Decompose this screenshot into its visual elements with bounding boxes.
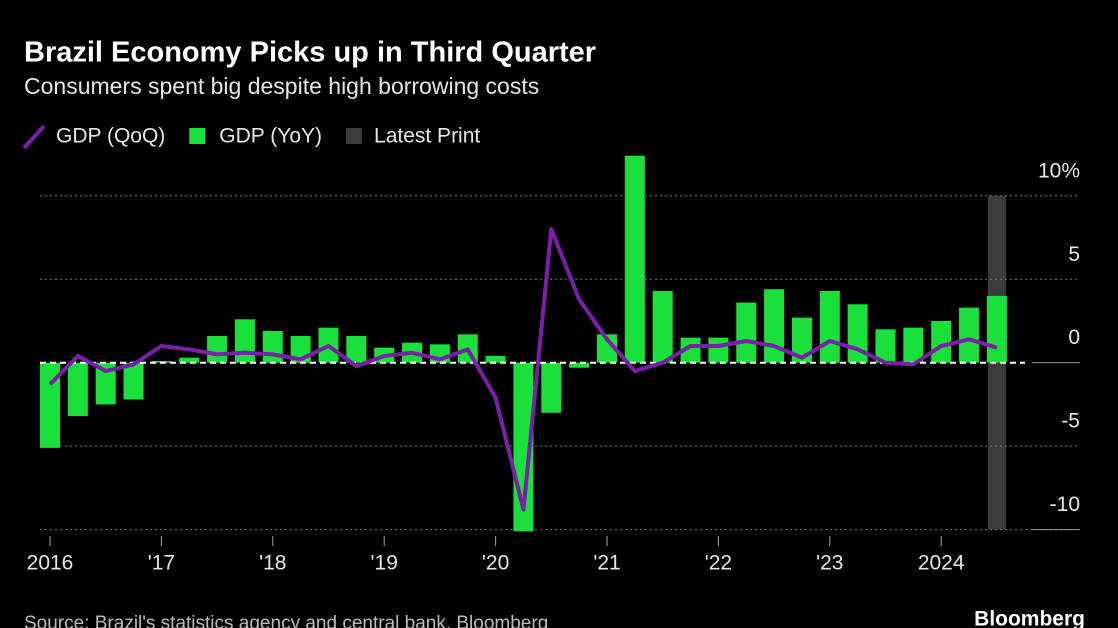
x-tick-label: 2016 <box>27 552 74 575</box>
chart-subtitle: Consumers spent big despite high borrowi… <box>24 73 539 99</box>
legend-swatch <box>346 128 363 144</box>
x-tick-label: '20 <box>482 552 509 575</box>
bar <box>624 155 645 363</box>
legend-label: GDP (YoY) <box>219 125 322 148</box>
y-tick-label: 0 <box>1068 326 1080 349</box>
x-tick-label: '22 <box>705 552 732 575</box>
bar <box>652 290 673 363</box>
bar <box>875 329 896 363</box>
bar <box>67 362 88 417</box>
bar <box>736 302 757 363</box>
y-tick-label: -5 <box>1061 410 1080 433</box>
bar <box>597 334 617 363</box>
bar <box>207 335 228 363</box>
bar <box>541 362 562 413</box>
bar <box>903 327 924 363</box>
x-tick-label: 2024 <box>918 552 965 575</box>
bar <box>764 289 785 363</box>
line <box>48 227 998 512</box>
bar <box>179 357 200 363</box>
bar <box>40 362 60 448</box>
bar <box>986 295 1007 363</box>
bar <box>819 290 840 363</box>
y-tick-label: 5 <box>1068 243 1080 266</box>
bar <box>708 337 729 363</box>
y-tick-label: -10 <box>1050 493 1080 516</box>
bar <box>791 317 812 363</box>
x-tick-label: '19 <box>371 552 398 575</box>
source: Source: Brazil's statistics agency and c… <box>24 613 548 628</box>
bar <box>262 330 283 363</box>
x-tick-label: '23 <box>816 552 843 575</box>
bar <box>931 320 952 363</box>
bar <box>123 362 144 400</box>
legend-swatch <box>189 128 206 144</box>
bar <box>95 362 116 405</box>
legend-label: GDP (QoQ) <box>56 125 165 148</box>
legend-label: Latest Print <box>374 125 480 148</box>
x-tick-label: '17 <box>148 552 175 575</box>
brand: Bloomberg <box>974 608 1085 628</box>
x-tick-label: '21 <box>593 552 620 575</box>
y-tick-label: 10% <box>1038 159 1080 182</box>
bar <box>234 319 255 363</box>
bar <box>959 307 980 363</box>
x-tick-label: '18 <box>259 552 286 575</box>
legend-swatch <box>22 124 46 150</box>
bar <box>569 362 590 368</box>
bar <box>485 356 506 363</box>
chart-title: Brazil Economy Picks up in Third Quarter <box>24 37 596 69</box>
bar <box>680 337 701 363</box>
bar <box>346 335 367 363</box>
